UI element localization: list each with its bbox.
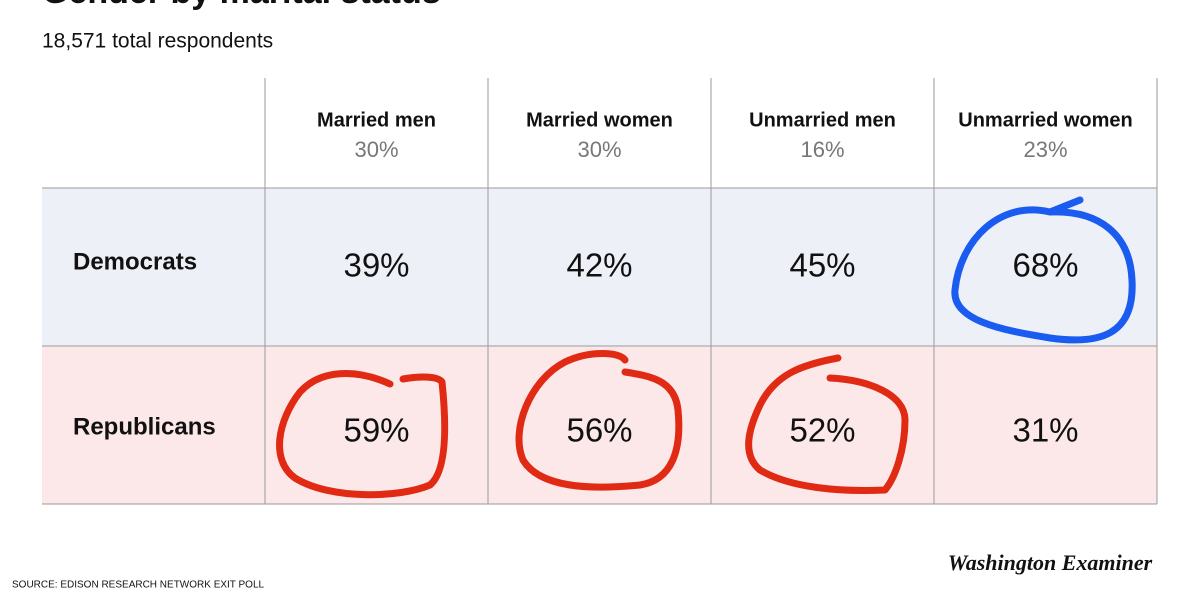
cell-value: 39% xyxy=(343,247,409,284)
cell-value: 52% xyxy=(789,412,855,449)
row-label: Republicans xyxy=(73,413,216,440)
column-name: Unmarried men xyxy=(749,109,896,131)
column-share: 30% xyxy=(577,137,621,162)
annotations xyxy=(276,196,1136,499)
republicans-row-bg xyxy=(42,346,1157,504)
table-grid xyxy=(42,78,1158,505)
column-name: Married women xyxy=(526,109,673,131)
title: Gender by marital status xyxy=(42,0,441,11)
column-name: Married men xyxy=(317,109,436,131)
cell-value: 42% xyxy=(566,247,632,284)
column-share: 30% xyxy=(354,137,398,162)
cell-value: 31% xyxy=(1012,412,1078,449)
subtitle: 18,571 total respondents xyxy=(42,30,273,53)
column-share: 23% xyxy=(1023,137,1067,162)
column-name: Unmarried women xyxy=(958,109,1132,131)
source: SOURCE: EDISON RESEARCH NETWORK EXIT POL… xyxy=(12,580,265,591)
cell-value: 56% xyxy=(566,412,632,449)
cell-value: 45% xyxy=(789,247,855,284)
cell-value: 59% xyxy=(343,412,409,449)
cell-value: 68% xyxy=(1012,247,1078,284)
column-share: 16% xyxy=(800,137,844,162)
row-label: Democrats xyxy=(73,248,197,275)
logo: Washington Examiner xyxy=(948,550,1153,575)
